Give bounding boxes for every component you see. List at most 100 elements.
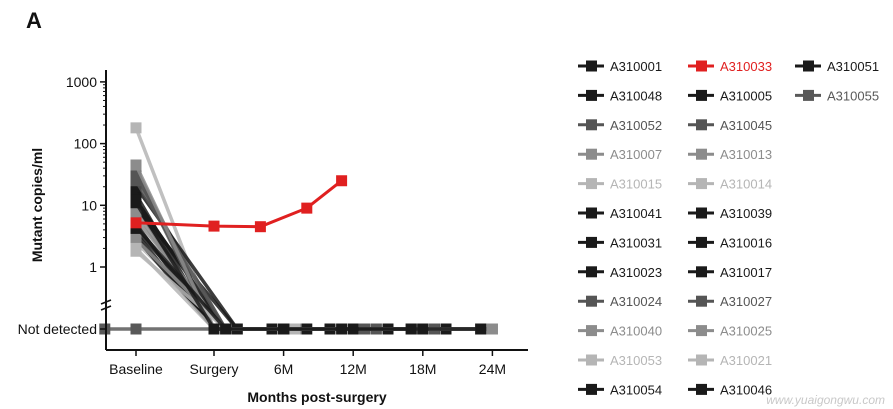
data-point — [130, 233, 142, 245]
legend-marker — [586, 383, 597, 395]
legend-label: A310041 — [610, 206, 662, 221]
legend-item: A310014 — [688, 177, 772, 192]
legend-label: A310046 — [720, 382, 772, 397]
legend-item: A310017 — [688, 265, 772, 280]
legend-marker — [696, 266, 707, 278]
legend-item: A310025 — [688, 324, 772, 339]
legend-label: A310040 — [610, 324, 662, 339]
legend-marker — [586, 119, 597, 131]
legend-label: A310016 — [720, 235, 772, 250]
x-tick-label: Surgery — [189, 361, 238, 377]
legend-marker — [803, 60, 814, 72]
legend-marker — [696, 60, 707, 72]
data-point — [336, 323, 348, 335]
legend-label: A310039 — [720, 206, 772, 221]
legend-label: A310055 — [827, 88, 879, 103]
x-tick-label: 18M — [409, 361, 436, 377]
legend-label: A310048 — [610, 88, 662, 103]
legend-item: A310052 — [578, 118, 662, 133]
legend-label: A310054 — [610, 382, 662, 397]
data-point — [130, 122, 142, 134]
legend-marker — [586, 148, 597, 160]
legend-item: A310046 — [688, 382, 772, 397]
data-point — [130, 159, 142, 171]
legend-item: A310048 — [578, 88, 662, 103]
legend-label: A310031 — [610, 235, 662, 250]
series-A310015 — [130, 122, 498, 335]
data-point — [405, 323, 417, 335]
legend-label: A310001 — [610, 59, 662, 74]
legend-label: A310051 — [827, 59, 879, 74]
legend-label: A310053 — [610, 353, 662, 368]
data-point — [130, 245, 142, 257]
legend-item: A310041 — [578, 206, 662, 221]
y-tick-label: 10 — [81, 197, 97, 213]
legend-item: A310001 — [578, 59, 662, 74]
legend-item: A310013 — [688, 147, 772, 162]
legend-label: A310017 — [720, 265, 772, 280]
axes: Not detected 1 10 100 1000 Baseline Surgery 6M 1… — [18, 70, 528, 377]
legend-label: A310014 — [720, 177, 772, 192]
series-A310040 — [130, 159, 498, 335]
data-point — [130, 197, 142, 209]
legend-item: A310027 — [688, 294, 772, 309]
series-layer — [99, 122, 498, 335]
data-point — [208, 220, 220, 232]
legend-item: A310015 — [578, 177, 662, 192]
legend-marker — [696, 236, 707, 248]
legend-label: A310024 — [610, 294, 662, 309]
data-point — [130, 188, 142, 200]
legend-marker — [586, 295, 597, 307]
data-point — [336, 175, 348, 187]
data-point — [278, 323, 290, 335]
series-A310033 — [130, 175, 348, 233]
y-tick-label: 1 — [89, 259, 97, 275]
x-tick-label: 24M — [479, 361, 506, 377]
panel-label: A — [26, 8, 42, 33]
x-tick-label: Baseline — [109, 361, 163, 377]
legend-marker — [586, 354, 597, 366]
legend-label: A310027 — [720, 294, 772, 309]
legend-label: A310052 — [610, 118, 662, 133]
y-axis-break — [100, 305, 112, 311]
legend-item: A310007 — [578, 147, 662, 162]
watermark: www.yuaigongwu.com — [766, 393, 885, 407]
legend-item: A310021 — [688, 353, 772, 368]
y-tick-label: 100 — [74, 136, 98, 152]
legend-label: A310013 — [720, 147, 772, 162]
series-line — [134, 179, 435, 331]
legend-item: A310040 — [578, 324, 662, 339]
legend-label: A310005 — [720, 88, 772, 103]
legend-item: A310039 — [688, 206, 772, 221]
legend-marker — [696, 178, 707, 190]
legend-marker — [586, 89, 597, 101]
x-axis-title: Months post-surgery — [247, 389, 386, 405]
legend: A310001 A310033 A310051 A310048 A310005 A3100… — [578, 59, 879, 397]
legend-marker — [586, 325, 597, 337]
legend-marker — [586, 60, 597, 72]
legend-item: A310005 — [688, 88, 772, 103]
data-point — [475, 323, 487, 335]
legend-label: A310021 — [720, 353, 772, 368]
data-point — [486, 323, 498, 335]
legend-item: A310054 — [578, 382, 662, 397]
legend-item: A310031 — [578, 235, 662, 250]
legend-item: A310016 — [688, 235, 772, 250]
legend-item: A310033 — [688, 59, 772, 74]
legend-marker — [696, 89, 707, 101]
legend-item: A310053 — [578, 353, 662, 368]
legend-marker — [696, 325, 707, 337]
legend-item: A310055 — [795, 88, 879, 103]
legend-marker — [803, 89, 814, 101]
legend-label: A310007 — [610, 147, 662, 162]
data-point — [208, 323, 220, 335]
legend-label: A310023 — [610, 265, 662, 280]
y-axis-title: Mutant copies/ml — [29, 148, 45, 262]
legend-marker — [586, 236, 597, 248]
x-tick-label: 6M — [274, 361, 293, 377]
legend-marker — [696, 354, 707, 366]
legend-marker — [696, 119, 707, 131]
legend-label: A310033 — [720, 59, 772, 74]
legend-marker — [696, 383, 707, 395]
